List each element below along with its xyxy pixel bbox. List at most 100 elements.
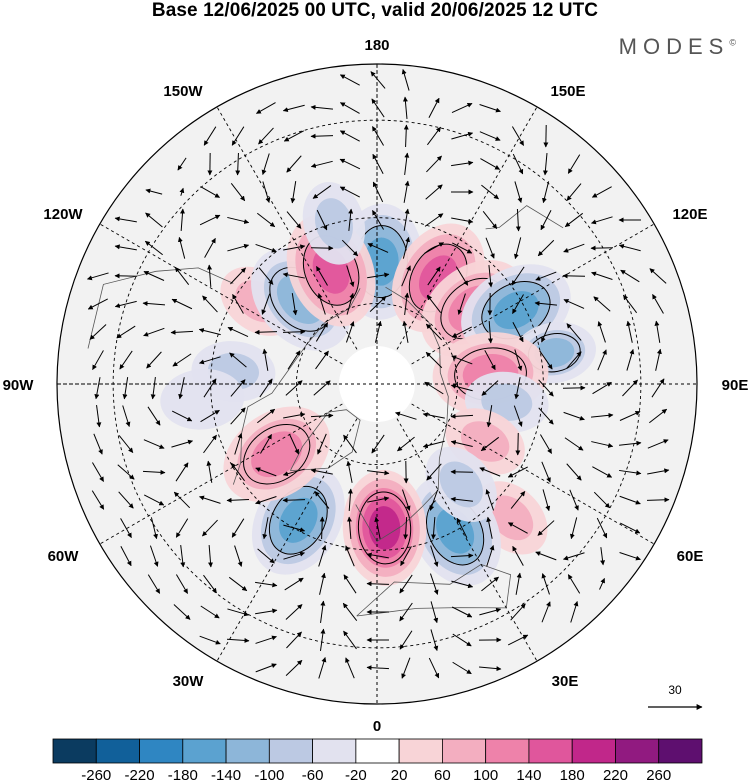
wind-vector — [450, 440, 473, 447]
wind-vector — [367, 470, 390, 476]
wind-vector — [593, 491, 611, 509]
wind-vector — [174, 266, 190, 286]
wind-vector — [427, 266, 441, 286]
meridian — [411, 223, 655, 365]
wind-vector — [479, 607, 502, 616]
wind-vectors — [86, 68, 670, 679]
wind-vector — [451, 606, 473, 618]
wind-vector — [371, 98, 385, 118]
wind-vector — [566, 463, 582, 481]
wind-vector — [600, 547, 606, 566]
wind-vector — [200, 409, 220, 423]
wind-vector — [146, 351, 162, 369]
wind-vector — [451, 326, 473, 338]
wind-vector — [481, 380, 499, 396]
wind-vector — [143, 439, 165, 449]
wind-vector — [569, 517, 578, 540]
wind-vector — [230, 407, 246, 425]
wind-vector — [426, 294, 442, 314]
wind-vector — [535, 551, 557, 561]
wind-vector — [514, 349, 523, 372]
wind-vector — [452, 661, 472, 675]
wind-vector — [348, 208, 354, 231]
wind-vector — [317, 433, 327, 455]
wind-vector — [150, 517, 158, 540]
wind-vector — [374, 320, 382, 343]
wind-vector — [255, 467, 277, 477]
wind-vector — [514, 377, 521, 400]
wind-vector — [599, 577, 605, 590]
wind-vector — [403, 516, 409, 540]
graticule — [57, 64, 697, 704]
colorbar-tick-label: 100 — [473, 767, 498, 783]
wind-vector — [402, 96, 408, 120]
wind-vector — [481, 184, 499, 200]
wind-vector — [286, 211, 302, 229]
wind-vector — [400, 546, 412, 567]
anomaly-center — [223, 406, 330, 502]
wind-vector — [208, 544, 214, 568]
wind-vector — [596, 517, 608, 539]
wind-vector — [451, 217, 474, 224]
longitude-label: 180 — [364, 37, 389, 54]
wind-vector — [367, 243, 389, 253]
wind-vector — [450, 469, 474, 475]
wind-vector — [482, 211, 498, 230]
wind-vector — [541, 321, 551, 343]
wind-vector — [319, 516, 325, 540]
wind-vector — [118, 435, 134, 453]
wind-vector — [235, 152, 241, 176]
wind-vector — [315, 322, 329, 342]
wind-vector — [229, 352, 247, 368]
wind-vector — [485, 237, 495, 259]
wind-vector — [647, 439, 669, 449]
longitude-label: 120E — [672, 206, 707, 223]
wind-vector — [231, 462, 245, 482]
wind-vector — [537, 239, 555, 257]
wind-vector — [480, 158, 501, 170]
wind-vector — [227, 243, 250, 252]
wind-vector — [114, 300, 137, 308]
wind-vector — [403, 124, 409, 148]
wind-vector — [256, 102, 276, 114]
wind-vector — [255, 581, 278, 588]
wind-vector — [122, 405, 131, 427]
wind-vector — [341, 239, 359, 257]
wind-vector — [512, 322, 524, 343]
wind-vector — [592, 381, 612, 395]
wind-vector — [179, 187, 185, 196]
wind-vector — [401, 68, 410, 91]
wind-vector — [255, 608, 278, 615]
colorbar-swatch — [52, 738, 97, 764]
wind-vector — [89, 324, 107, 340]
colorbar-swatch — [571, 738, 616, 764]
wind-vector — [145, 212, 163, 228]
wind-vector — [283, 244, 306, 251]
wind-vector — [259, 378, 273, 398]
wind-vector — [285, 660, 303, 676]
wind-vector — [402, 320, 409, 343]
wind-vector — [91, 490, 105, 510]
wind-vector — [143, 494, 165, 506]
wind-vector — [346, 460, 353, 483]
wind-vector — [285, 380, 303, 396]
wind-vector — [180, 208, 185, 232]
wind-vector — [255, 663, 277, 673]
longitude-label: 60E — [677, 548, 704, 565]
wind-vector — [96, 405, 102, 428]
wind-vector — [507, 634, 529, 646]
wind-vector — [116, 325, 136, 339]
wind-vector — [619, 469, 642, 476]
wind-vector — [403, 180, 410, 203]
wind-vector — [171, 439, 194, 448]
wind-vector — [372, 181, 384, 203]
colorbar-swatch — [398, 738, 443, 764]
wind-vector — [310, 413, 334, 419]
colorbar-tick-label: -260 — [81, 767, 111, 783]
wind-vector — [655, 348, 662, 371]
wind-vector — [422, 440, 445, 449]
wind-vector — [428, 657, 440, 679]
wind-vector — [424, 381, 444, 395]
wind-vector — [507, 466, 528, 478]
